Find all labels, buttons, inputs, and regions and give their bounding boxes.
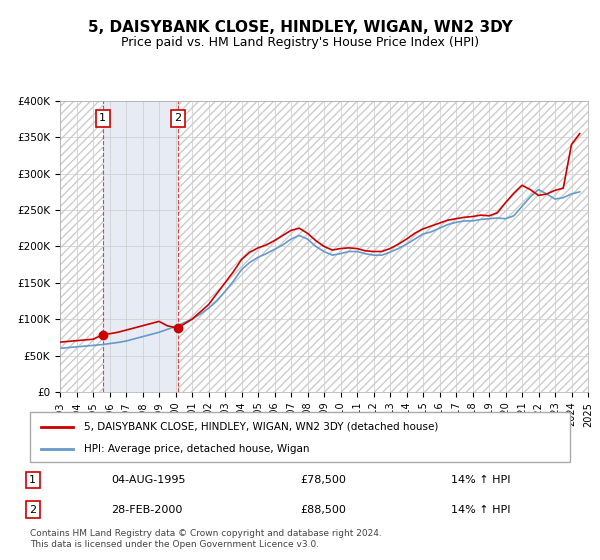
Text: £78,500: £78,500 xyxy=(300,475,346,485)
Text: 28-FEB-2000: 28-FEB-2000 xyxy=(111,505,182,515)
Text: 5, DAISYBANK CLOSE, HINDLEY, WIGAN, WN2 3DY (detached house): 5, DAISYBANK CLOSE, HINDLEY, WIGAN, WN2 … xyxy=(84,422,439,432)
Text: 1: 1 xyxy=(29,475,36,485)
Text: 14% ↑ HPI: 14% ↑ HPI xyxy=(451,475,511,485)
Text: Contains HM Land Registry data © Crown copyright and database right 2024.
This d: Contains HM Land Registry data © Crown c… xyxy=(30,529,382,549)
Text: HPI: Average price, detached house, Wigan: HPI: Average price, detached house, Wiga… xyxy=(84,445,310,454)
Text: £88,500: £88,500 xyxy=(300,505,346,515)
Text: 04-AUG-1995: 04-AUG-1995 xyxy=(111,475,185,485)
Text: 14% ↑ HPI: 14% ↑ HPI xyxy=(451,505,511,515)
Text: 2: 2 xyxy=(29,505,36,515)
Text: 5, DAISYBANK CLOSE, HINDLEY, WIGAN, WN2 3DY: 5, DAISYBANK CLOSE, HINDLEY, WIGAN, WN2 … xyxy=(88,20,512,35)
Text: 1: 1 xyxy=(99,113,106,123)
FancyBboxPatch shape xyxy=(30,412,570,462)
Text: Price paid vs. HM Land Registry's House Price Index (HPI): Price paid vs. HM Land Registry's House … xyxy=(121,36,479,49)
Text: 2: 2 xyxy=(175,113,182,123)
